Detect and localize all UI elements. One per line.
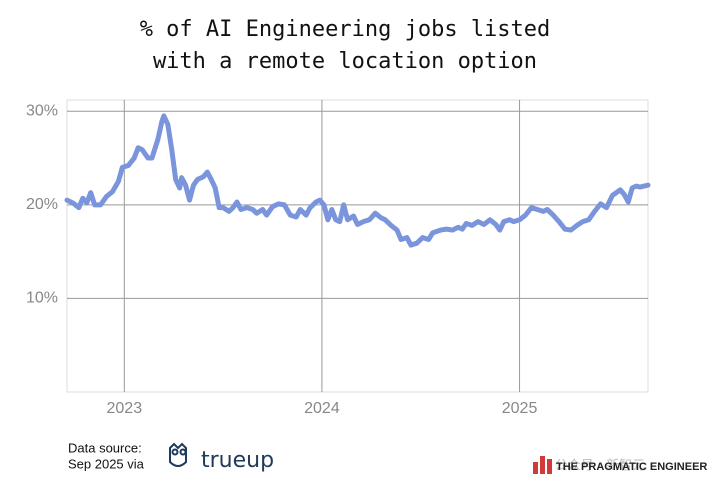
brand-name: THE PRAGMATIC ENGINEER xyxy=(556,461,707,473)
y-tick-label: 20% xyxy=(26,196,58,213)
watermark: 公众号 · 新智元 xyxy=(555,458,645,474)
y-tick-label: 10% xyxy=(26,290,58,307)
x-tick-label: 2023 xyxy=(107,400,143,417)
chart-title: % of AI Engineering jobs listed xyxy=(140,17,551,42)
trueup-icon xyxy=(169,442,187,467)
source-text: Data source: xyxy=(68,440,142,455)
trueup-logo: trueup xyxy=(201,448,274,473)
chart-title: with a remote location option xyxy=(153,49,537,74)
x-tick-label: 2025 xyxy=(502,400,538,417)
plot-frame xyxy=(66,99,649,393)
x-tick-label: 2024 xyxy=(304,400,340,417)
data-line xyxy=(64,113,651,248)
source-text: Sep 2025 via xyxy=(68,456,145,471)
brand-icon xyxy=(533,456,552,474)
y-tick-label: 30% xyxy=(26,102,58,119)
